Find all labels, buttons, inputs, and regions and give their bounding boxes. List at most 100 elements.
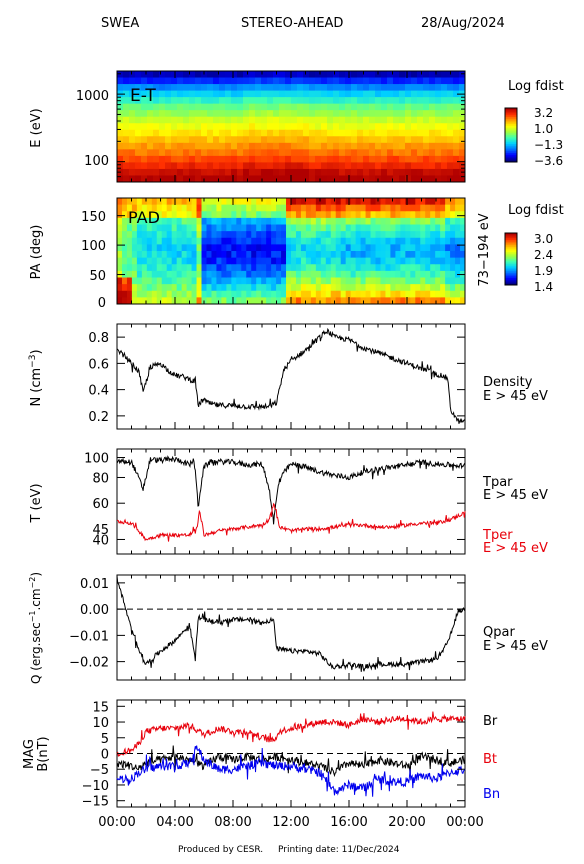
- energy-spectrogram-cell: [411, 97, 418, 105]
- pitch-angle-cell: [231, 198, 237, 206]
- energy-spectrogram-cell: [153, 136, 160, 144]
- pitch-angle-cell: [335, 198, 342, 206]
- pitch-angle-cell: [345, 237, 352, 245]
- pitch-angle-cell: [370, 297, 377, 305]
- pitch-angle-cell: [226, 211, 232, 219]
- pitch-angle-cell: [211, 297, 217, 305]
- pitch-angle-cell: [196, 224, 203, 232]
- energy-spectrogram-cell: [327, 123, 334, 131]
- pitch-angle-cell: [425, 251, 431, 259]
- energy-spectrogram-cell: [459, 175, 466, 183]
- pitch-angle-cell: [410, 244, 416, 252]
- pitch-angle-cell: [286, 257, 292, 265]
- energy-spectrogram-cell: [333, 136, 340, 144]
- pitch-angle-cell: [231, 277, 237, 285]
- energy-spectrogram-cell: [171, 149, 178, 157]
- pitch-angle-cell: [350, 257, 357, 265]
- pitch-angle-cell: [310, 244, 317, 252]
- pitch-angle-cell: [360, 237, 367, 245]
- pitch-angle-cell: [246, 297, 252, 305]
- pitch-angle-cell: [385, 270, 391, 279]
- pitch-angle-cell: [141, 198, 148, 206]
- pitch-angle-cell: [425, 211, 431, 219]
- pitch-angle-cell: [425, 290, 431, 298]
- pitch-angle-cell: [171, 284, 178, 292]
- energy-spectrogram-cell: [261, 136, 268, 144]
- pitch-angle-cell: [390, 284, 396, 292]
- pitch-angle-cell: [320, 264, 327, 272]
- energy-spectrogram-cell: [207, 149, 214, 157]
- pitch-angle-cell: [156, 251, 163, 259]
- energy-spectrogram-cell: [345, 129, 352, 137]
- energy-spectrogram-cell: [333, 90, 340, 98]
- energy-spectrogram-cell: [381, 116, 388, 124]
- pitch-angle-cell: [201, 198, 207, 206]
- pitch-angle-cell: [291, 244, 297, 252]
- energy-spectrogram-cell: [309, 136, 316, 144]
- pitch-angle-cell: [231, 270, 237, 279]
- energy-spectrogram-cell: [141, 129, 148, 137]
- energy-spectrogram-cell: [441, 136, 448, 144]
- energy-spectrogram-cell: [303, 142, 310, 150]
- pitch-angle-cell: [295, 277, 302, 285]
- y-tick-label: 15: [92, 700, 109, 715]
- energy-spectrogram-cell: [147, 142, 154, 150]
- energy-spectrogram-cell: [279, 129, 286, 137]
- energy-spectrogram-cell: [315, 155, 322, 163]
- pitch-angle-cell: [206, 270, 212, 279]
- pitch-angle-cell: [281, 297, 287, 305]
- energy-spectrogram-cell: [165, 77, 172, 85]
- pitch-angle-cell: [425, 270, 431, 279]
- pitch-angle-cell: [271, 237, 277, 245]
- pitch-angle-cell: [445, 244, 451, 252]
- colorbar-swatch: [505, 234, 517, 237]
- energy-spectrogram-cell: [453, 142, 460, 150]
- pitch-angle-cell: [201, 251, 207, 259]
- energy-spectrogram-cell: [417, 123, 424, 131]
- energy-spectrogram-cell: [321, 90, 328, 98]
- pitch-angle-cell: [261, 270, 267, 279]
- pitch-angle-cell: [430, 270, 436, 279]
- pitch-angle-cell: [146, 284, 153, 292]
- heat-flux-tick-labels: −0.02−0.010.000.01: [69, 577, 109, 671]
- pitch-angle-cell: [310, 284, 317, 292]
- energy-spectrogram-cell: [297, 97, 304, 105]
- energy-spectrogram-cell: [369, 149, 376, 157]
- pitch-angle-cell: [450, 217, 456, 226]
- energy-spectrogram-cell: [411, 123, 418, 131]
- energy-spectrogram-cell: [339, 97, 346, 105]
- energy-spectrogram-cell: [249, 116, 256, 124]
- energy-spectrogram-cell: [411, 175, 418, 183]
- pitch-angle-cell: [211, 211, 217, 219]
- pitch-angle-cell: [146, 224, 153, 232]
- pitch-angle-cell: [350, 244, 357, 252]
- pitch-angle-cell: [216, 204, 222, 212]
- pitch-angle-cell: [455, 231, 461, 239]
- pitch-angle-cell: [375, 244, 381, 252]
- energy-spectrogram-cell: [375, 149, 382, 157]
- energy-spectrogram-cell: [423, 155, 430, 163]
- pitch-angle-cell: [186, 270, 193, 279]
- pitch-angle-cell: [181, 198, 188, 206]
- energy-spectrogram-cell: [441, 103, 448, 111]
- pitch-angle-cell: [365, 270, 372, 279]
- energy-spectrogram-cell: [123, 129, 130, 137]
- pitch-angle-cell: [206, 231, 212, 239]
- energy-spectrogram-cell: [429, 116, 436, 124]
- pitch-angle-cell: [375, 284, 381, 292]
- pitch-angle-cell: [310, 251, 317, 259]
- tper-series-label: Tper: [482, 528, 513, 543]
- energy-spectrogram-cell: [303, 77, 310, 85]
- energy-colorbar-frame: [504, 107, 518, 163]
- pitch-angle-cell: [241, 270, 247, 279]
- energy-spectrogram-cell: [219, 123, 226, 131]
- energy-spectrogram-cell: [417, 84, 424, 92]
- pitch-angle-cell: [206, 264, 212, 272]
- energy-spectrogram-cell: [255, 129, 262, 137]
- energy-spectrogram-cell: [459, 162, 466, 170]
- pitch-angle-cell: [405, 297, 411, 305]
- energy-spectrogram-cell: [291, 90, 298, 98]
- pitch-angle-cell: [385, 244, 391, 252]
- pitch-angle-cell: [191, 211, 198, 219]
- y-tick-label: 0.00: [80, 603, 109, 618]
